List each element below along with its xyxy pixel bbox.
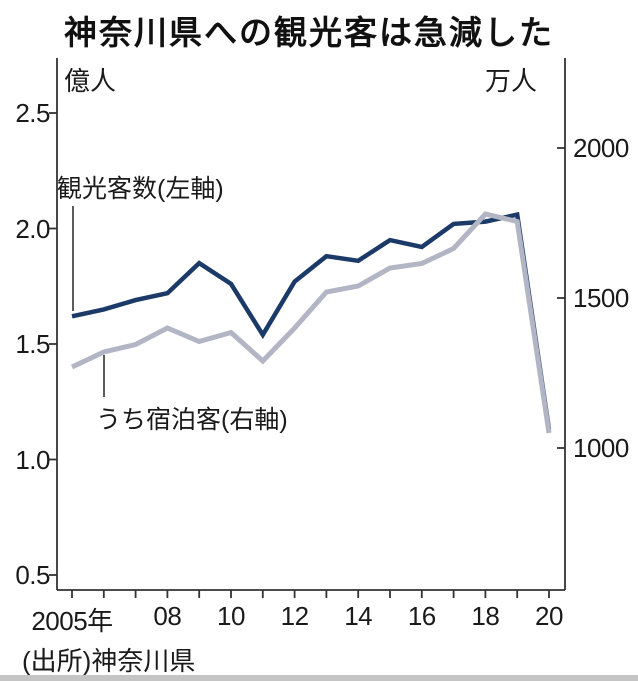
x-axis-tick-label: 14: [344, 601, 373, 631]
left-axis-unit-label: 億人: [64, 66, 117, 96]
left-axis-tick-label: 1.5: [15, 329, 50, 359]
left-axis-tick-label: 0.5: [15, 560, 50, 590]
source-note: (出所)神奈川県: [22, 646, 196, 676]
x-axis-tick-label: 2005年: [31, 606, 113, 636]
x-axis-tick-label: 16: [407, 601, 436, 631]
right-axis-tick-label: 1500: [573, 283, 629, 313]
x-axis-tick-label: 12: [280, 601, 309, 631]
right-axis-tick-label: 1000: [573, 433, 629, 463]
overnight-series-label: うち宿泊客(右軸): [96, 406, 288, 434]
x-axis-tick-label: 08: [153, 601, 182, 631]
x-axis-tick-label: 18: [471, 601, 500, 631]
x-axis-tick-label: 10: [217, 601, 245, 631]
left-axis-tick-label: 2.5: [15, 98, 50, 128]
x-axis-tick-label: 20: [535, 601, 563, 631]
bottom-edge-strip: [0, 675, 638, 681]
visitors-line: [71, 211, 552, 430]
overnight-line: [70, 211, 552, 434]
right-axis-tick-label: 2000: [573, 133, 629, 163]
left-axis-tick-label: 1.0: [15, 444, 50, 475]
left-axis-tick-label: 2.0: [15, 213, 50, 244]
chart-title: 神奈川県への観光客は急減した: [64, 14, 554, 51]
visitors-series-label: 観光客数(左軸): [57, 175, 224, 203]
right-axis-unit-label: 万人: [485, 66, 538, 96]
